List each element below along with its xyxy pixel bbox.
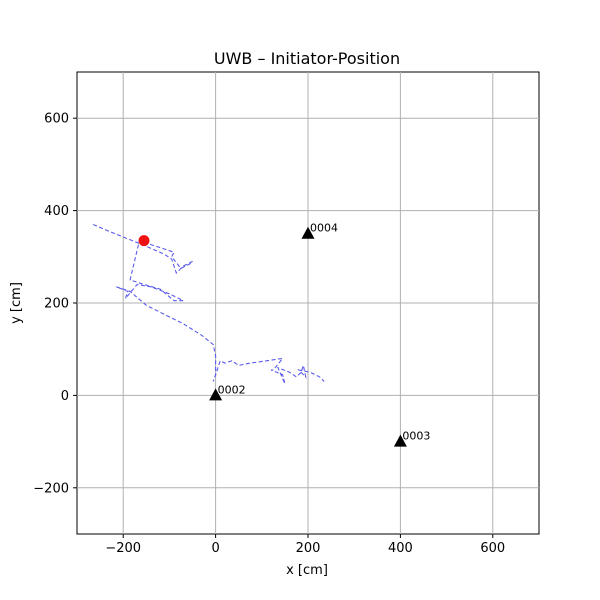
y-tick-label: 600	[44, 112, 69, 127]
x-tick-label: 0	[211, 541, 219, 556]
y-tick-label: 400	[44, 204, 69, 219]
x-axis-label: x [cm]	[286, 563, 328, 578]
anchor-label: 0002	[218, 383, 246, 396]
x-tick-label: −200	[105, 541, 141, 556]
y-axis-label: y [cm]	[9, 282, 24, 324]
x-tick-label: 600	[480, 541, 505, 556]
anchor-marker	[393, 434, 407, 447]
x-tick-label: 200	[296, 541, 321, 556]
y-tick-label: −200	[33, 481, 69, 496]
anchor-label: 0004	[310, 222, 338, 235]
anchor-label: 0003	[402, 430, 430, 443]
grid-layer	[77, 72, 539, 534]
tick-layer: −200 0 200 400 600 −200 0 200 400 600	[33, 112, 505, 556]
current-position-marker	[138, 235, 150, 247]
data-layer: 0002 0003 0004	[92, 222, 430, 447]
chart-title: UWB – Initiator-Position	[214, 49, 400, 68]
anchor-marker	[209, 388, 223, 401]
y-tick-label: 200	[44, 297, 69, 312]
anchor-marker	[301, 226, 315, 239]
y-tick-label: 0	[61, 389, 69, 404]
x-tick-label: 400	[388, 541, 413, 556]
trajectory-line	[92, 223, 325, 385]
